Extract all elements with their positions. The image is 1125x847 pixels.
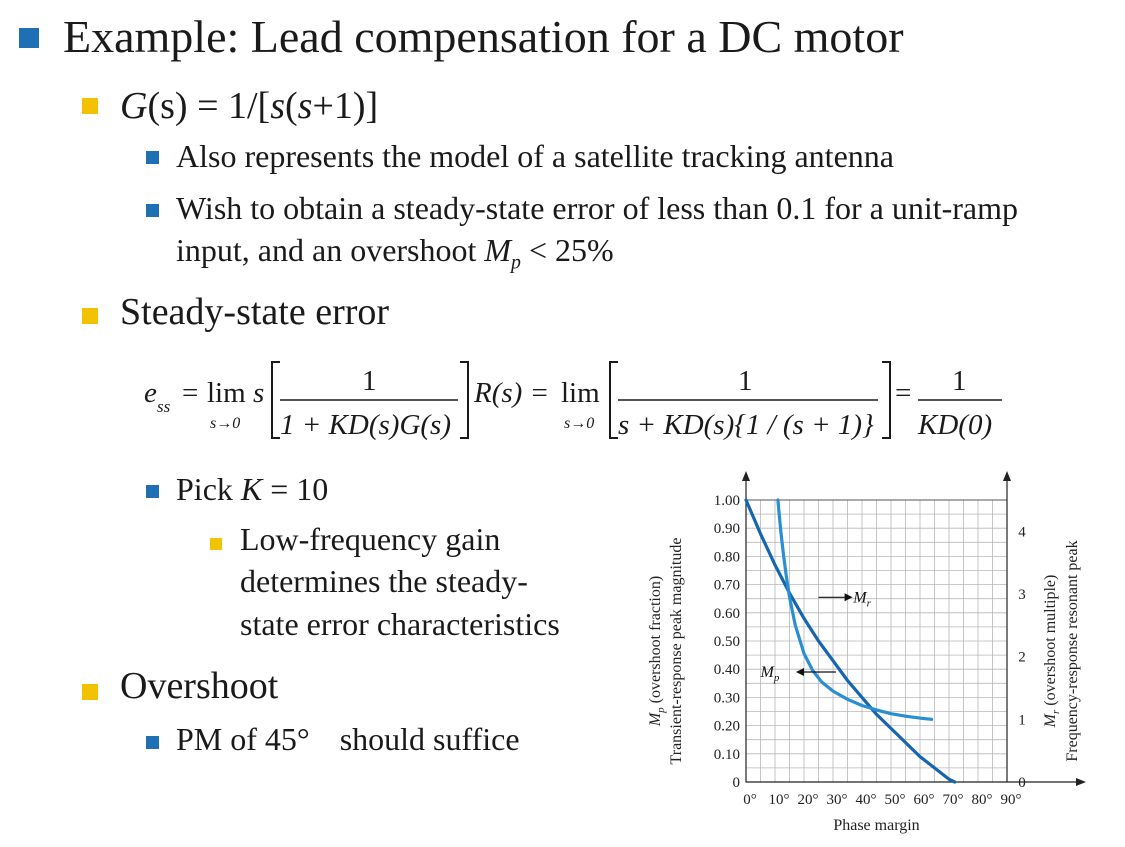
y-left-tick-label: 0.10 <box>714 747 740 763</box>
svg-text:KD(0): KD(0) <box>917 409 992 441</box>
series-line-Mp <box>744 498 957 784</box>
svg-text:=: = <box>895 377 911 409</box>
ss-bullet <box>82 308 98 324</box>
x-tick-label: 60° <box>914 792 935 808</box>
heading-steady-state: Steady-state error <box>120 291 390 333</box>
x-tick-label: 10° <box>769 792 790 808</box>
y-right-tick-label: 1 <box>1018 712 1026 728</box>
x-axis-label: Phase margin <box>833 817 919 834</box>
svg-text:1: 1 <box>738 365 753 397</box>
svg-text:lim: lim <box>207 377 246 409</box>
lowfreq-line1: Low-frequency gain <box>240 521 501 557</box>
chart-tick-labels: 0° 10° 20° 30° 40° 50° 60° 70° 80° 90°00.100.200.… <box>714 493 1027 808</box>
pick-bullet <box>146 485 159 498</box>
steady-state-equation: e ss = lim s→0 s 1 1 + KD(s)G(s) R(s) = … <box>144 361 1002 441</box>
x-tick-label: 50° <box>885 792 906 808</box>
title-bullet <box>19 28 39 48</box>
lowfreq-line2: determines the steady- <box>240 563 528 599</box>
svg-text:1: 1 <box>952 365 967 397</box>
chart-series <box>744 498 957 784</box>
mr-arrowhead <box>844 593 853 602</box>
bullet-wish-line2: input, and an overshoot Mp < 25% <box>176 232 614 274</box>
svg-text:R(s) =: R(s) = <box>473 377 549 409</box>
wish-bullet <box>146 204 159 217</box>
mr-label: Mr <box>852 589 871 609</box>
plant-equation: G(s) = 1/[s(s+1)] <box>120 85 379 127</box>
phase-margin-chart: 0° 10° 20° 30° 40° 50° 60° 70° 80° 90°00.100.200.… <box>647 471 1086 834</box>
svg-text:1 + KD(s)G(s): 1 + KD(s)G(s) <box>280 409 451 441</box>
y-right-tick-label: 4 <box>1018 524 1026 540</box>
y-left-label-line1: Mp (overshoot fraction) <box>647 576 667 727</box>
y-left-tick-label: 0.90 <box>714 521 740 537</box>
chart-grid <box>745 499 1008 783</box>
y-right-label-line2: Frequency-response resonant peak <box>1064 540 1081 761</box>
mp-label: Mp <box>760 664 780 684</box>
overshoot-bullet <box>82 684 98 700</box>
lowfreq-bullet <box>210 538 222 550</box>
y-right-tick-label: 2 <box>1018 650 1026 666</box>
also-bullet <box>146 151 159 164</box>
y-left-tick-label: 0.70 <box>714 578 740 594</box>
plant-bullet <box>82 98 98 114</box>
right-axis-arrow <box>1003 471 1011 481</box>
svg-text:1: 1 <box>362 365 377 397</box>
chart-axes <box>742 471 1086 786</box>
y-left-tick-label: 0.40 <box>714 662 740 678</box>
y-right-tick-label: 3 <box>1018 587 1026 603</box>
svg-text:e: e <box>144 377 157 409</box>
slide-title: Example: Lead compensation for a DC moto… <box>63 11 904 62</box>
series-line-Mr <box>776 498 934 721</box>
mp-arrowhead <box>796 668 804 677</box>
x-tick-label: 90° <box>1001 792 1022 808</box>
y-left-tick-label: 0.50 <box>714 634 740 650</box>
y-left-tick-label: 0.60 <box>714 606 740 622</box>
x-tick-label: 80° <box>972 792 993 808</box>
x-tick-label: 0° <box>743 792 757 808</box>
x-tick-label: 30° <box>827 792 848 808</box>
y-right-tick-label: 0 <box>1018 775 1026 791</box>
bullet-also: Also represents the model of a satellite… <box>176 138 894 174</box>
svg-text:s→0: s→0 <box>564 415 594 432</box>
left-axis-arrow <box>742 471 750 481</box>
y-right-label-line1: Mr (overshoot multiple) <box>1042 575 1062 729</box>
svg-text:s + KD(s){1 / (s + 1)}: s + KD(s){1 / (s + 1)} <box>618 409 874 441</box>
y-left-tick-label: 0 <box>733 775 741 791</box>
svg-text:s: s <box>253 377 264 409</box>
x-axis-arrow <box>1076 778 1086 786</box>
svg-text:s→0: s→0 <box>210 415 240 432</box>
x-tick-label: 40° <box>856 792 877 808</box>
y-left-label-line2: Transient-response peak magnitude <box>668 538 685 765</box>
lowfreq-line3: state error characteristics <box>240 606 560 642</box>
y-left-tick-label: 1.00 <box>714 493 740 509</box>
y-left-tick-label: 0.80 <box>714 549 740 565</box>
x-tick-label: 70° <box>943 792 964 808</box>
pm-text: PM of 45° should suffice <box>176 721 520 757</box>
chart-axis-labels: Phase margin Mp (overshoot fraction) Trans… <box>647 538 1081 834</box>
pick-k: Pick K = 10 <box>176 471 329 507</box>
heading-overshoot: Overshoot <box>120 665 279 707</box>
svg-text:=: = <box>182 377 198 409</box>
bullet-wish-line1: Wish to obtain a steady-state error of l… <box>176 190 1019 226</box>
pm-bullet <box>146 736 159 749</box>
y-left-tick-label: 0.20 <box>714 719 740 735</box>
y-left-tick-label: 0.30 <box>714 690 740 706</box>
svg-text:ss: ss <box>157 397 171 416</box>
x-tick-label: 20° <box>798 792 819 808</box>
svg-text:lim: lim <box>561 377 600 409</box>
